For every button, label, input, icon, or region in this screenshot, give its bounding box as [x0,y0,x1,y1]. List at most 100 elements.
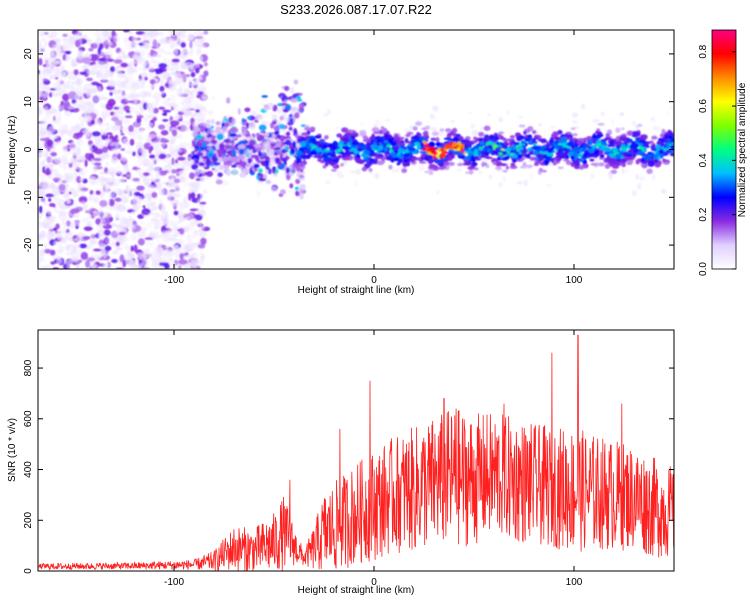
spectrogram-cell [283,99,288,104]
spectrogram-cell [141,80,145,89]
spectrogram-cell [64,232,73,241]
spectrogram-cell [136,93,141,98]
spectrogram-cell [71,190,79,198]
spectrogram-cell [42,117,50,121]
spectrogram-cell [336,133,343,138]
spectrogram-cell [137,134,144,142]
spectrogram-cell [173,232,179,238]
spectrogram-cell [145,221,153,229]
spectrogram-cell [94,197,100,205]
spectrogram-cell [194,36,203,39]
spectrogram-cell [159,166,169,172]
spectrogram-cell [65,129,75,135]
spectrogram-cell [102,67,107,75]
spectrogram-cell [164,51,174,55]
spectrogram-cell [516,181,524,185]
spectrogram-cell [640,134,648,140]
spectrogram-cell [256,144,263,149]
spectrogram-cell [289,87,295,94]
spectrogram-cell [70,221,74,230]
spectrogram-cell [94,148,104,155]
spectrogram-cell [113,124,121,128]
spectrogram-cell [160,37,169,41]
spectrogram-cell [199,201,207,205]
spectrogram-cell [430,137,437,141]
spectrogram-cell [163,219,172,228]
spectrogram-cell [101,223,108,227]
spectrogram-cell [206,124,212,129]
spectrogram-cell [111,241,115,246]
spectrogram-cell [225,144,233,149]
spectrogram-cell [92,95,102,103]
spectrogram-cell [290,97,298,103]
spectrogram-cell [666,111,670,115]
spectrogram-cell [104,50,113,59]
spectrogram-cell [171,58,180,63]
spectrogram-cell [258,168,263,174]
spectrogram-cell [82,235,91,240]
spectrogram-cell [116,73,122,78]
spectrogram-cell [103,153,110,158]
spectrogram-cell [109,66,116,73]
spectrogram-cell [485,156,493,160]
spectrogram-cell [254,119,259,123]
spectrogram-cell [190,191,196,200]
spectrogram-cell [197,199,201,204]
spectrogram-cell [290,106,298,112]
spectrogram-cell [158,265,165,269]
spectrogram-cell [163,58,168,64]
spectrogram-cell [610,169,618,174]
spectrogram-cell [178,188,187,193]
spectrogram-cell [294,186,299,191]
spectrogram-cell [153,166,162,171]
spectrogram-cell [39,127,47,135]
spectrogram-cell [482,162,488,166]
spectrogram-cell [148,72,157,79]
spectrogram-cell [221,180,229,186]
spectrogram-cell [498,116,504,123]
spectrogram-cell [70,247,77,256]
spectrogram-cell [178,201,189,209]
spectrogram-cell [172,183,180,190]
spectrogram-cell [669,133,674,137]
spectrogram-cell [212,156,218,163]
spectrogram-cell [165,147,173,152]
spectrogram-cell [189,172,196,180]
spectrogram-cell [99,171,106,175]
spectrogram-cell [62,100,71,108]
spectrogram-cell [193,61,201,65]
spectrogram-cell [42,67,49,73]
spectrogram-cell [130,234,138,242]
spectrogram-cell [113,106,120,110]
spectrogram-cell [152,53,162,58]
spectrogram-cell [80,120,85,128]
spectrogram-cell [157,47,164,54]
spectrogram-cell [164,212,169,220]
spectrogram-cell [158,62,168,69]
spectrogram-cell [267,168,272,175]
spectrogram-cell [189,41,193,49]
spectrogram-cell [265,179,272,184]
spectrogram-cell [120,132,125,136]
spectrogram-cell [72,134,78,139]
spectrogram-cell [156,134,162,142]
spectrogram-cell [276,140,282,148]
spectrogram-cell [38,82,44,89]
spectrogram-cell [90,233,95,238]
spectrogram-cell [650,116,656,122]
spectrogram-cell [298,176,306,182]
spectrogram-cell [123,30,130,33]
spectrogram-cell [216,148,224,155]
spectrogram-cell [177,93,185,98]
spectrogram-cell [57,231,62,236]
spectrogram-cell [54,197,63,203]
spectrogram-cell [136,266,140,269]
spectrogram-cell [55,223,60,230]
spectrogram-cell [200,132,209,138]
spectrogram-cell [184,264,191,269]
spectrogram-cell [604,160,610,163]
spectrogram-cell [132,54,139,59]
spectrogram-cell [247,158,252,164]
spectrogram-cell [405,133,411,138]
spectrogram-cell [169,127,178,131]
